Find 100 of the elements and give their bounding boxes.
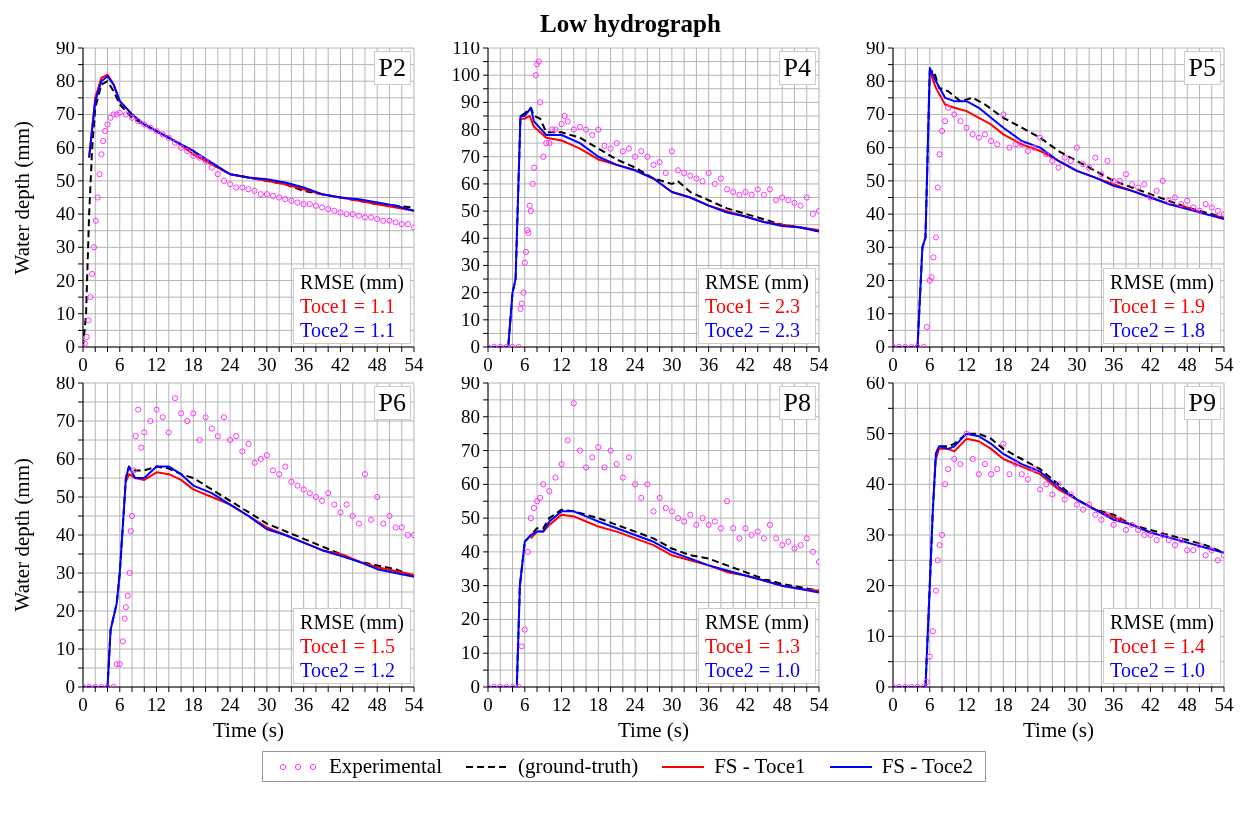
x-tick-label: 24 [220,354,241,375]
x-tick-label: 36 [1104,354,1124,375]
y-tick-label: 70 [461,145,480,167]
x-tick-label: 18 [993,694,1013,715]
y-tick-label: 40 [56,203,75,225]
y-tick-label: 10 [866,625,885,647]
y-tick-label: 20 [56,600,75,621]
x-tick-label: 0 [78,354,88,375]
x-tick-label: 42 [735,354,755,375]
y-tick-label: 30 [866,524,885,545]
annotation: Toce2 = 1.2 [300,658,396,682]
annotation: P5 [1183,51,1221,85]
y-tick-label: 30 [866,236,885,258]
x-tick-label: 54 [404,354,424,375]
legend-label: FS - Toce2 [881,754,974,779]
x-tick-label: 0 [888,694,898,715]
y-tick-label: 50 [866,422,885,444]
x-tick-label: 54 [1214,354,1234,375]
y-tick-label: 20 [461,281,480,303]
annotation: RMSE (mm) [300,270,404,294]
x-tick-label: 36 [699,354,719,375]
y-tick-label: 30 [56,562,75,583]
y-tick-label: 90 [461,91,480,113]
x-tick-label: 42 [1140,694,1160,715]
y-tick-label: 100 [451,64,480,86]
x-tick-label: 48 [1177,354,1197,375]
y-axis-title: Water depth (mm) [10,458,35,612]
x-tick-label: 0 [483,694,493,715]
annotation: RMSE (mm) [1110,610,1214,634]
y-tick-label: 40 [56,524,75,545]
x-tick-label: 24 [625,694,646,715]
y-tick-label: 90 [866,37,885,58]
y-tick-label: 60 [866,372,885,393]
y-tick-label: 40 [866,203,885,225]
x-tick-label: 18 [993,354,1013,375]
x-tick-label: 0 [483,354,493,375]
annotation: Toce2 = 1.0 [1110,658,1206,682]
annotation: RMSE (mm) [705,270,809,294]
x-axis-title: Time (s) [1022,718,1095,743]
x-tick-label: 42 [330,354,350,375]
y-tick-label: 40 [461,227,480,249]
y-tick-label: 0 [65,336,75,357]
x-tick-label: 30 [257,354,277,375]
annotation: Toce1 = 1.1 [300,294,396,318]
y-tick-label: 80 [56,372,75,393]
annotation: Toce1 = 1.9 [1110,294,1206,318]
x-tick-label: 30 [662,694,682,715]
x-tick-label: 30 [662,354,682,375]
x-tick-label: 54 [809,354,829,375]
x-tick-label: 24 [220,694,241,715]
x-tick-label: 30 [257,694,277,715]
y-tick-label: 30 [461,574,480,596]
x-tick-label: 12 [957,694,977,715]
x-tick-label: 36 [1104,694,1124,715]
annotation: Toce2 = 1.1 [300,318,396,342]
y-tick-label: 70 [56,103,75,125]
y-tick-label: 80 [461,405,480,427]
y-tick-label: 20 [461,608,480,630]
y-tick-label: 70 [56,410,75,431]
annotation: P6 [373,386,411,420]
x-tick-label: 12 [147,354,167,375]
x-tick-label: 36 [699,694,719,715]
x-tick-label: 48 [1177,694,1197,715]
y-tick-label: 10 [461,642,480,664]
x-tick-label: 36 [294,354,314,375]
x-tick-label: 12 [552,694,572,715]
annotation: Toce2 = 2.3 [705,318,801,342]
y-tick-label: 20 [866,269,885,291]
y-tick-label: 0 [65,676,75,697]
y-tick-label: 0 [470,676,480,697]
x-tick-label: 54 [1214,694,1234,715]
annotation: Toce1 = 1.5 [300,634,396,658]
y-tick-label: 90 [56,37,75,58]
x-tick-label: 42 [1140,354,1160,375]
y-tick-label: 90 [461,372,480,393]
y-tick-label: 50 [461,200,480,222]
annotation: RMSE (mm) [1110,270,1214,294]
annotation: Toce1 = 1.3 [705,634,801,658]
y-tick-label: 80 [461,118,480,140]
x-tick-label: 18 [183,354,203,375]
x-tick-label: 0 [78,694,88,715]
annotation: P9 [1183,386,1221,420]
y-tick-label: 60 [461,172,480,194]
legend-label: FS - Toce1 [714,754,806,779]
annotation: Toce1 = 1.4 [1110,634,1206,658]
y-tick-label: 60 [866,136,885,158]
y-tick-label: 50 [866,169,885,191]
x-tick-label: 24 [625,354,646,375]
x-tick-label: 48 [367,694,387,715]
y-tick-label: 10 [461,308,480,330]
y-tick-label: 40 [461,540,480,562]
annotation: RMSE (mm) [300,610,404,634]
y-tick-label: 20 [866,574,885,596]
y-tick-label: 60 [461,473,480,495]
y-tick-label: 50 [56,486,75,507]
x-tick-label: 30 [1067,354,1087,375]
y-tick-label: 10 [866,302,885,324]
x-tick-label: 42 [330,694,350,715]
x-tick-label: 42 [735,694,755,715]
x-tick-label: 12 [147,694,167,715]
